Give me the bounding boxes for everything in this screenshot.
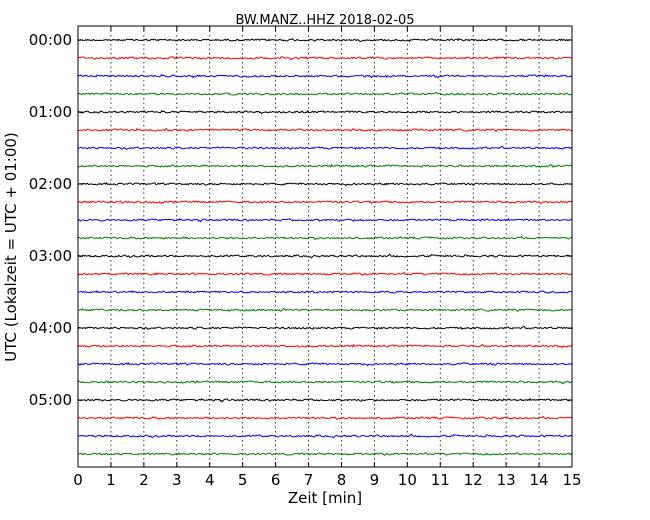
trace-0230	[77, 217, 573, 223]
x-tick-label: 2	[139, 471, 149, 489]
x-tick-label: 12	[464, 471, 483, 489]
x-tick-label: 6	[271, 471, 281, 489]
x-tick-label: 0	[73, 471, 83, 489]
trace-0145	[77, 163, 573, 169]
chart-title: BW.MANZ..HHZ 2018-02-05	[235, 13, 414, 28]
x-tick-label: 3	[172, 471, 182, 489]
trace-0015	[77, 55, 573, 61]
trace-0415	[77, 343, 573, 349]
x-tick-label: 7	[304, 471, 314, 489]
y-tick-label: 04:00	[29, 319, 72, 337]
trace-0530	[77, 433, 573, 439]
x-tick-label: 10	[398, 471, 417, 489]
x-tick-label: 15	[562, 471, 581, 489]
trace-0030	[77, 73, 573, 79]
trace-0315	[77, 271, 573, 276]
x-axis-label: Zeit [min]	[288, 489, 362, 507]
x-tick-labels: 0 1 2 3 4 5 6 7 8 9 10 11 12 13 14 15	[73, 471, 581, 489]
y-tick-label: 03:00	[29, 247, 72, 265]
x-tick-label: 11	[431, 471, 450, 489]
y-tick-labels: 00:00 01:00 02:00 03:00 04:00 05:00	[29, 31, 72, 409]
y-tick-label: 00:00	[29, 31, 72, 49]
grid-lines	[110, 26, 540, 467]
trace-0445	[77, 380, 573, 385]
y-tick-label: 05:00	[29, 391, 72, 409]
trace-0000	[77, 38, 573, 43]
y-tick-label: 01:00	[29, 103, 72, 121]
trace-0500	[77, 397, 573, 403]
trace-0115	[77, 127, 573, 133]
x-tick-label: 13	[497, 471, 516, 489]
trace-0215	[77, 200, 573, 205]
trace-0430	[77, 361, 573, 367]
axis-ticks	[77, 26, 573, 467]
trace-0345	[77, 307, 573, 313]
trace-0400	[77, 325, 573, 331]
x-tick-label: 14	[530, 471, 549, 489]
x-tick-label: 5	[238, 471, 248, 489]
x-tick-label: 1	[106, 471, 116, 489]
x-tick-label: 9	[370, 471, 380, 489]
y-tick-label: 02:00	[29, 175, 72, 193]
trace-0515	[77, 415, 573, 420]
plot-frame	[77, 25, 573, 468]
x-tick-label: 8	[337, 471, 347, 489]
y-axis-label: UTC (Lokalzeit = UTC + 01:00)	[2, 132, 20, 362]
trace-0045	[77, 91, 573, 96]
trace-0100	[77, 109, 573, 115]
trace-0245	[77, 235, 573, 240]
trace-0130	[77, 145, 573, 151]
trace-0300	[77, 253, 573, 259]
trace-0545	[77, 451, 573, 456]
trace-0200	[77, 181, 573, 187]
x-tick-label: 4	[205, 471, 215, 489]
seismic-traces	[77, 38, 573, 456]
trace-0330	[77, 290, 573, 294]
